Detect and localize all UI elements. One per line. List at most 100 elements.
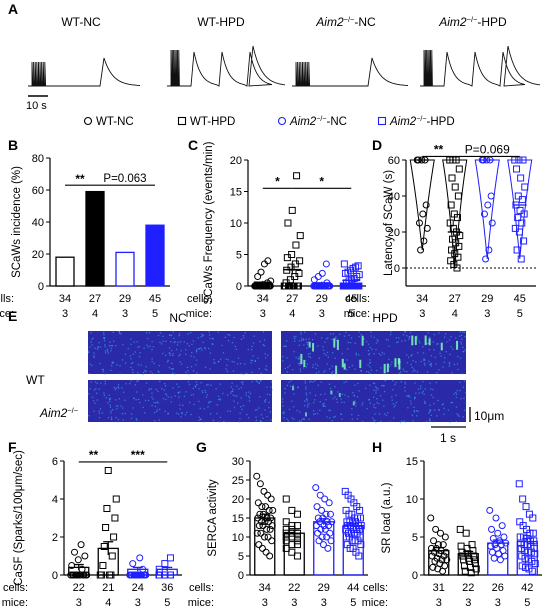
linescan-noise <box>355 402 357 404</box>
linescan-noise <box>109 406 112 408</box>
linescan-noise <box>417 352 419 354</box>
linescan-noise <box>182 404 184 406</box>
mice-row-label: mice: <box>186 308 212 320</box>
data-point <box>255 541 263 549</box>
linescan-noise <box>205 391 207 393</box>
linescan-noise <box>117 386 119 388</box>
linescan-noise <box>98 388 100 390</box>
linescan-noise <box>106 350 109 352</box>
linescan-noise <box>408 336 411 339</box>
mice-row-label: mice: <box>344 308 370 320</box>
linescan-noise <box>168 367 171 369</box>
calcium-spark <box>359 359 362 369</box>
data-point <box>254 499 262 507</box>
linescan-noise <box>349 342 352 344</box>
significance-label: * <box>319 174 324 188</box>
data-point <box>487 542 495 550</box>
linescan-noise <box>462 331 464 333</box>
linescan-noise <box>256 409 258 411</box>
linescan-noise <box>219 398 221 400</box>
data-point <box>315 537 323 545</box>
linescan-noise <box>336 401 339 403</box>
y-axis-title: Latency of SCaW (s) <box>383 170 395 276</box>
linescan-noise <box>95 388 97 390</box>
linescan-noise <box>105 396 107 399</box>
linescan-noise <box>144 370 146 372</box>
linescan-noise <box>328 383 331 385</box>
linescan-noise <box>238 421 241 423</box>
cells-count: 36 <box>161 582 173 594</box>
linescan-noise <box>185 391 187 393</box>
linescan-noise <box>93 410 95 412</box>
linescan-noise <box>367 343 370 345</box>
linescan-noise <box>157 390 159 393</box>
linescan-noise <box>391 361 393 363</box>
linescan-noise <box>417 388 420 390</box>
mice-count: 4 <box>452 308 458 320</box>
panel-letter-h: H <box>372 439 382 455</box>
significance-label: * <box>275 174 280 188</box>
linescan-noise <box>361 421 364 423</box>
calcium-spark <box>338 392 341 397</box>
data-point <box>293 172 301 180</box>
significance-label: ** <box>434 142 444 156</box>
data-point <box>111 514 119 522</box>
linescan-noise <box>241 408 243 411</box>
linescan-noise <box>459 331 461 333</box>
linescan-noise <box>306 398 308 400</box>
data-point <box>318 506 326 514</box>
mice-count: 3 <box>62 308 68 320</box>
linescan-noise <box>455 406 458 408</box>
linescan-noise <box>287 366 289 369</box>
linescan-noise <box>309 352 311 355</box>
data-point <box>132 571 140 579</box>
data-point <box>262 503 270 511</box>
linescan-noise <box>404 386 406 389</box>
linescan-noise <box>165 393 167 395</box>
y-tick-label: 0 <box>394 263 400 275</box>
linescan-noise <box>250 359 252 361</box>
cells-row-label: cells: <box>189 582 214 594</box>
data-point <box>321 525 329 533</box>
linescan-noise <box>402 334 405 336</box>
linescan-noise <box>173 341 175 344</box>
linescan-noise <box>215 388 217 390</box>
linescan-noise <box>245 372 248 374</box>
linescan-noise <box>348 366 351 368</box>
linescan-noise <box>325 338 328 340</box>
linescan-noise <box>411 354 413 356</box>
linescan-noise <box>174 395 176 397</box>
linescan-noise <box>462 350 464 353</box>
linescan-noise <box>245 392 247 394</box>
data-point <box>356 506 364 514</box>
linescan-noise <box>324 405 326 407</box>
linescan-noise <box>93 355 95 357</box>
linescan-noise <box>314 413 317 415</box>
linescan-noise <box>148 389 150 391</box>
linescan-noise <box>148 332 151 334</box>
data-point <box>288 525 296 533</box>
data-point <box>284 219 292 227</box>
data-point <box>264 533 272 541</box>
linescan-noise <box>151 396 153 398</box>
cells-count: 26 <box>492 582 504 594</box>
data-point <box>498 522 506 530</box>
linescan-noise <box>217 360 220 363</box>
data-point <box>295 269 303 277</box>
linescan-noise <box>385 414 388 417</box>
linescan-noise <box>208 331 210 333</box>
linescan-noise <box>136 391 138 393</box>
data-point <box>467 569 475 577</box>
cells-count: 45 <box>345 293 357 305</box>
linescan-noise <box>200 382 202 384</box>
linescan-noise <box>410 355 412 357</box>
linescan-noise <box>459 389 461 392</box>
data-point <box>518 196 526 204</box>
linescan-noise <box>212 419 214 422</box>
data-point <box>293 541 301 549</box>
legend-label-3: Aim2−/−-NC <box>289 115 347 128</box>
linescan-noise <box>266 354 269 357</box>
linescan-noise <box>322 349 325 351</box>
linescan-noise <box>357 382 359 385</box>
data-point <box>357 541 365 549</box>
